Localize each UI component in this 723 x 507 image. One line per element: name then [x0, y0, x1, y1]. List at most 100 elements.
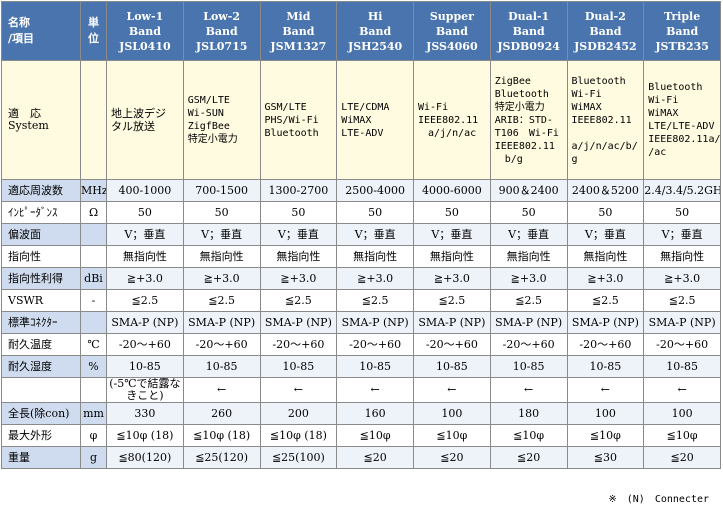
row-unit: % — [80, 355, 107, 378]
row-value: 無指向性 — [566, 245, 645, 268]
band-line1: Mid — [286, 9, 311, 23]
row-unit: Ω — [80, 201, 107, 224]
row-value: ≦10φ — [489, 424, 568, 447]
band-line1: Dual-1 — [508, 9, 550, 23]
table-row: (-5℃で結露なきこと) ← ← ← ← ← ← ← — [1, 377, 721, 403]
row-value: ← — [259, 377, 338, 403]
system-value-line: Wi-SUN — [187, 108, 224, 119]
band-code: JSH2540 — [348, 39, 403, 53]
system-value-line: IEEE802.11 — [494, 140, 555, 152]
table-row: 適応周波数 MHz 400-1000 700-1500 1300-2700 2500-40… — [1, 179, 721, 202]
row-unit: φ — [80, 424, 107, 447]
row-value: ≧+3.0 — [413, 267, 491, 290]
system-value-line: ZigfBee — [187, 121, 230, 132]
row-value: -20～+60 — [259, 333, 338, 356]
system-value-line: LTE/LTE-ADV — [648, 121, 715, 132]
system-value-line: Bluetooth — [648, 82, 703, 93]
system-value-line: IEEE802.11 — [571, 114, 632, 126]
system-value-line: 特定小電力 — [494, 101, 545, 113]
system-value-line: LTE/CDMA — [341, 101, 390, 113]
band-line2: Band — [589, 24, 622, 38]
row-value: 無指向性 — [259, 245, 338, 268]
row-value: SMA-P (NP) — [106, 311, 184, 334]
table-row: ｲﾝﾋﾟｰﾀﾞﾝｽ Ω 50 50 50 50 50 50 50 50 — [1, 201, 721, 224]
row-value: 10-85 — [566, 355, 645, 378]
row-value: 2400＆5200 — [566, 179, 645, 202]
row-value: ← — [566, 377, 645, 403]
row-value: ← — [336, 377, 414, 403]
band-line2: Band — [128, 24, 161, 38]
row-label: 指向性利得 — [1, 267, 81, 290]
row-value: 50 — [182, 201, 261, 224]
row-value: 50 — [489, 201, 568, 224]
row-value: ≦2.5 — [413, 289, 491, 312]
row-value: ≧+3.0 — [489, 267, 568, 290]
row-label: VSWR — [1, 289, 81, 312]
band-line2: Band — [205, 24, 238, 38]
row-unit — [80, 311, 107, 334]
row-value: 50 — [643, 201, 721, 224]
row-value: ≧+3.0 — [106, 267, 184, 290]
row-value: 50 — [336, 201, 414, 224]
row-value: -20～+60 — [336, 333, 414, 356]
antenna-spec-table: 名称 /項目 単 位 Low-1 Band JSL0410 Low-2 Band JSL0… — [1, 1, 721, 469]
system-label-line: System — [8, 119, 49, 132]
row-value: ≦10φ — [566, 424, 645, 447]
row-value: V；垂直 — [106, 223, 184, 246]
row-unit: ℃ — [80, 333, 107, 356]
row-value: 2.4/3.4/5.2GHz — [643, 179, 721, 202]
row-value: 50 — [413, 201, 491, 224]
row-value: ≦10φ — [336, 424, 414, 447]
system-value-cell: Wi-Fi IEEE802.11 a/j/n/ac — [413, 60, 491, 180]
row-value: V；垂直 — [489, 223, 568, 246]
row-value: ≦20 — [336, 446, 414, 469]
system-value-line: a/j/n/ac — [418, 127, 477, 139]
table-row: 耐久温度 ℃ -20～+60 -20～+60 -20～+60 -20～+60 -20～+60… — [1, 333, 721, 356]
band-line1: Dual-2 — [584, 9, 626, 23]
row-value: 4000-6000 — [413, 179, 491, 202]
band-line2: Band — [359, 24, 392, 38]
row-value: 10-85 — [182, 355, 261, 378]
header-band-cell: Supper Band JSS4060 — [413, 1, 491, 61]
row-value: 160 — [336, 402, 414, 425]
row-value: ≦80(120) — [106, 446, 184, 469]
system-value-line: IEEE802.11 — [418, 114, 479, 126]
row-value: ≦2.5 — [182, 289, 261, 312]
row-value: V；垂直 — [182, 223, 261, 246]
header-band-cell: Dual-1 Band JSDB0924 — [489, 1, 568, 61]
row-value: 100 — [566, 402, 645, 425]
row-value: 330 — [106, 402, 184, 425]
system-value-line: 地上波デジ — [111, 107, 166, 120]
system-value-line: ZigBee — [494, 75, 531, 87]
row-unit: mm — [80, 402, 107, 425]
system-value-cell: GSM/LTE PHS/Wi-Fi Bluetooth — [259, 60, 338, 180]
row-unit — [80, 223, 107, 246]
row-unit: MHz — [80, 179, 107, 202]
row-value: ≦20 — [489, 446, 568, 469]
row-value: ≦25(120) — [182, 446, 261, 469]
row-value: 無指向性 — [106, 245, 184, 268]
row-value: 無指向性 — [489, 245, 568, 268]
table-row: 偏波面 V；垂直 V；垂直 V；垂直 V；垂直 V；垂直 V；垂直 V；垂直 V；垂直 — [1, 223, 721, 246]
system-value-line: タル放送 — [111, 120, 155, 133]
row-value: 100 — [413, 402, 491, 425]
row-value: 260 — [182, 402, 261, 425]
header-band-cell: Mid Band JSM1327 — [259, 1, 338, 61]
system-value-line: PHS/Wi-Fi — [264, 114, 319, 126]
system-value-line: Wi-Fi — [418, 101, 449, 113]
system-row: 適 応 System 地上波デジ タル放送 GSM/LTE Wi-SUN ZigfBee… — [1, 60, 721, 180]
row-unit: dBi — [80, 267, 107, 290]
system-label-line: 適 応 — [8, 107, 41, 120]
system-value-line: ARIB：STD- — [494, 114, 553, 126]
system-value-line: 特定小電力 — [187, 134, 238, 145]
header-row: 名称 /項目 単 位 Low-1 Band JSL0410 Low-2 Band JSL0… — [1, 1, 721, 61]
header-band-cell: Dual-2 Band JSDB2452 — [566, 1, 645, 61]
row-value: ≦20 — [643, 446, 721, 469]
band-code: JSL0410 — [119, 39, 171, 53]
row-value: 900＆2400 — [489, 179, 568, 202]
row-value: ≦10φ (18) — [106, 424, 184, 447]
row-value: ≧+3.0 — [566, 267, 645, 290]
system-value-cell: LTE/CDMA WiMAX LTE-ADV — [336, 60, 414, 180]
header-unit-cell: 単 位 — [80, 1, 107, 61]
row-unit — [80, 377, 107, 403]
